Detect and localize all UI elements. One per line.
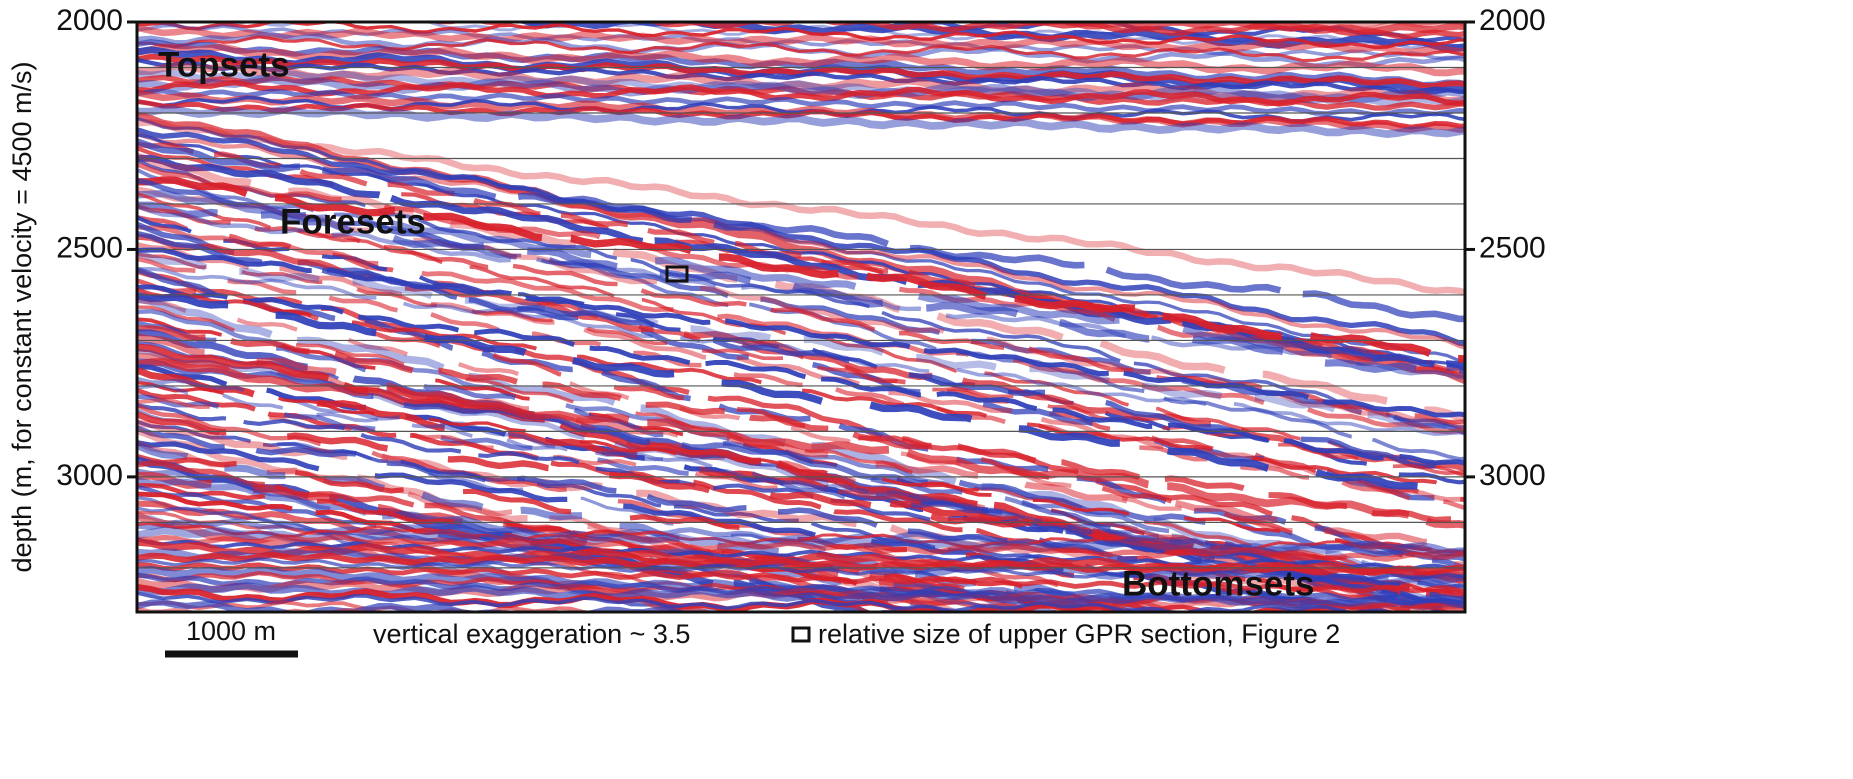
reflector [127,733,1471,774]
y-tick-label: 3000 [56,459,123,492]
reflector [127,699,1471,735]
reflector [127,0,1471,13]
reflector [127,667,1471,699]
reflector [127,689,1471,716]
reflector [127,656,1471,689]
reflector [127,680,1471,720]
reflector [127,689,1471,726]
reflector [127,675,1471,702]
reflector [127,651,1471,686]
reflector [127,0,1471,22]
y2-tick-label: 2500 [1479,231,1546,264]
reflector [127,680,1471,711]
scale-bar-label: 1000 m [186,616,276,646]
y2-tick-label: 2000 [1479,4,1546,37]
reflector [127,717,1471,755]
annotation: Bottomsets [1122,564,1315,603]
annotation: Foresets [280,202,426,241]
figure: Topsets Foresets Bottomsets depth (m, fo… [0,0,1853,779]
y-tick-label: 2000 [56,4,123,37]
y-axis-label: depth (m, for constant velocity = 4500 m… [7,62,37,573]
y2-tick-label: 3000 [1479,459,1546,492]
reflector [127,665,1471,707]
reflector [127,712,1471,744]
reflector [127,646,1471,672]
reflector [127,705,1471,737]
reflector [127,716,1471,756]
annotation: Topsets [158,45,290,84]
legend-label: relative size of upper GPR section, Figu… [818,619,1340,649]
note: vertical exaggeration ~ 3.5 [373,619,690,649]
legend-symbol [793,628,809,641]
y-tick-label: 2500 [56,231,123,264]
reflector [127,725,1471,764]
reflector [127,748,1471,766]
reflector [127,729,1471,750]
reflector [127,703,1471,745]
reflector [127,738,1471,759]
reflector [127,658,1471,696]
reflector [127,745,1471,779]
